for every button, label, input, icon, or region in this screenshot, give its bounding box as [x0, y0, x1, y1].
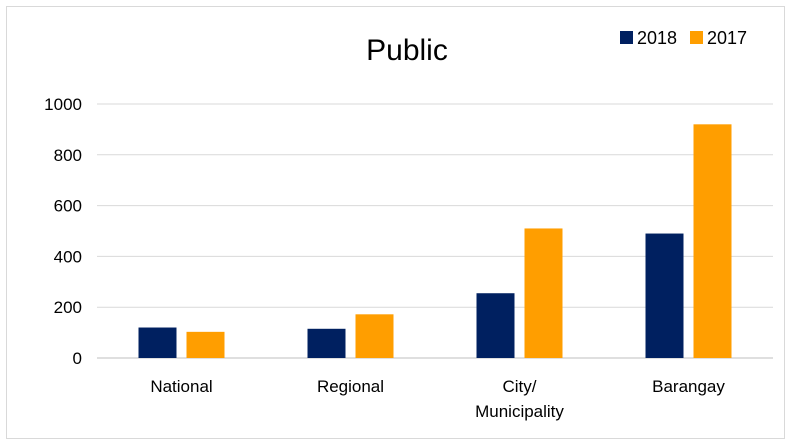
y-tick-label: 0: [73, 349, 82, 368]
y-tick-label: 1000: [44, 95, 82, 114]
x-category-label: City/: [503, 377, 537, 396]
bars: [138, 124, 732, 358]
bar-2017-2: [524, 228, 563, 358]
x-category-label: Regional: [317, 377, 384, 396]
bar-2018-3: [645, 233, 684, 358]
x-category-label: National: [150, 377, 212, 396]
chart-title: Public: [366, 34, 448, 67]
bar-2018-1: [307, 328, 346, 358]
legend-label-2017: 2017: [707, 28, 747, 48]
bar-2018-0: [138, 327, 177, 358]
chart-frame: [6, 6, 785, 439]
y-tick-label: 800: [54, 146, 82, 165]
legend-label-2018: 2018: [637, 28, 677, 48]
x-axis-categories: National Regional City/Municipality Baranga…: [150, 377, 725, 421]
bar-2017-1: [355, 314, 394, 358]
x-category-label: Barangay: [652, 377, 725, 396]
y-tick-label: 400: [54, 247, 82, 266]
y-tick-label: 600: [54, 197, 82, 216]
legend: 2018 2017: [620, 28, 747, 48]
bar-2017-0: [186, 331, 225, 358]
bar-2017-3: [693, 124, 732, 358]
x-category-label: Municipality: [475, 402, 564, 421]
bar-2018-2: [476, 293, 515, 358]
y-tick-label: 200: [54, 298, 82, 317]
legend-swatch-2018: [620, 31, 633, 44]
y-axis-ticks: 0 200 400 600 800 1000: [44, 95, 82, 368]
legend-swatch-2017: [690, 31, 703, 44]
